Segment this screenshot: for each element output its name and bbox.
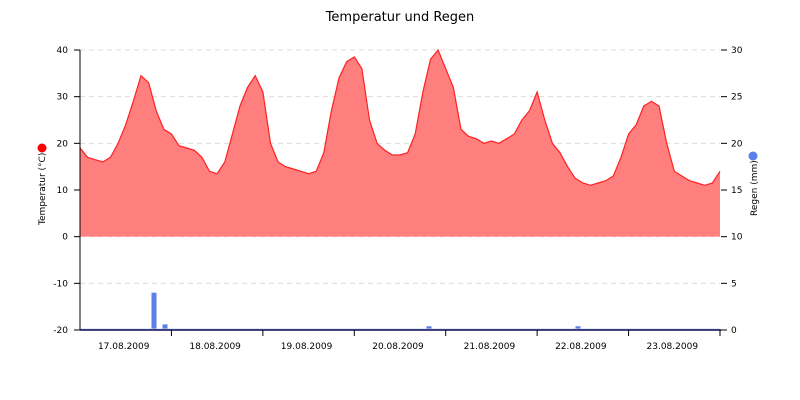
rain-bar <box>151 292 157 330</box>
right-y-axis-ticks: 30 25 20 15 10 5 0 <box>721 46 743 336</box>
x-tick-label: 22.08.2009 <box>555 342 607 352</box>
left-tick-label: -20 <box>53 326 68 336</box>
rain-bars <box>80 292 720 330</box>
x-tick-label: 17.08.2009 <box>98 342 150 352</box>
rain-bar <box>426 326 432 330</box>
rain-bar <box>162 324 168 330</box>
left-tick-label: -10 <box>53 279 68 289</box>
left-axis-title: Temperatur (°C) <box>38 153 48 226</box>
left-tick-label: 30 <box>57 93 69 103</box>
right-tick-label: 0 <box>731 326 737 336</box>
right-tick-label: 25 <box>731 93 742 103</box>
left-y-axis-ticks: 40 30 20 10 0 -10 -20 <box>53 46 80 336</box>
x-tick-label: 20.08.2009 <box>372 342 424 352</box>
x-tick-label: 23.08.2009 <box>647 342 699 352</box>
x-tick-label: 19.08.2009 <box>281 342 333 352</box>
right-tick-label: 15 <box>731 186 742 196</box>
left-tick-label: 20 <box>57 139 69 149</box>
temperature-area <box>79 48 721 237</box>
right-tick-label: 30 <box>731 46 743 56</box>
chart-title: Temperatur und Regen <box>325 10 475 25</box>
right-tick-label: 5 <box>731 279 737 289</box>
x-axis-ticks: 17.08.2009 18.08.2009 19.08.2009 20.08.2009… <box>98 330 721 352</box>
left-tick-label: 10 <box>57 186 69 196</box>
right-tick-label: 10 <box>731 233 743 243</box>
temperature-legend-marker <box>37 143 47 153</box>
left-tick-label: 40 <box>57 46 69 56</box>
x-tick-label: 18.08.2009 <box>189 342 241 352</box>
right-axis-title: Regen (mm) <box>750 160 760 216</box>
rain-bar <box>575 326 581 330</box>
x-tick-label: 21.08.2009 <box>464 342 516 352</box>
rain-legend-marker <box>748 151 758 161</box>
left-tick-label: 0 <box>62 233 68 243</box>
right-tick-label: 20 <box>731 139 743 149</box>
